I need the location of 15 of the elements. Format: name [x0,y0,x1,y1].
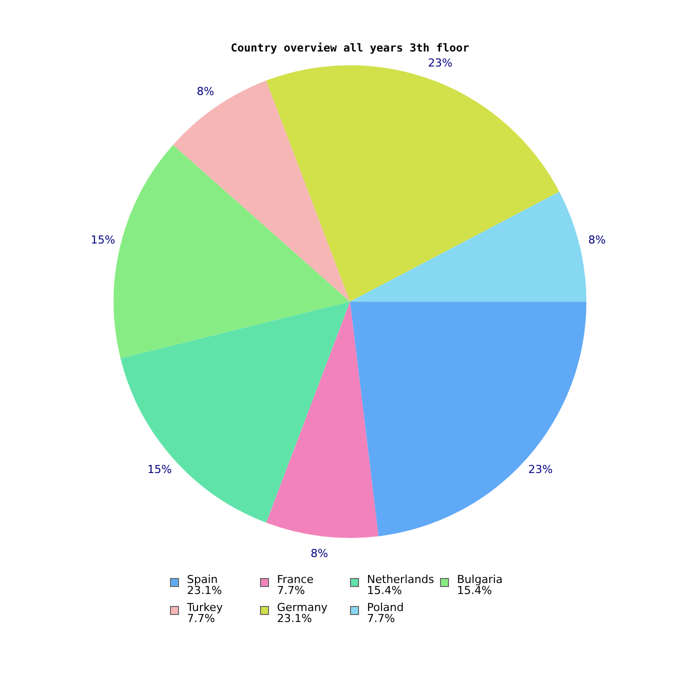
chart-title: Country overview all years 3th floor [230,41,470,54]
legend-label: Spain 23.1% [187,573,222,597]
legend-label: France 7.7% [277,573,314,597]
legend-label: Germany 23.1% [277,601,328,625]
data-label: 23% [428,56,452,70]
legend-label: Turkey 7.7% [187,601,223,625]
legend-label: Netherlands 15.4% [367,573,434,597]
legend-label: Bulgaria 15.4% [457,573,503,597]
legend-label: Poland 7.7% [367,601,404,625]
data-label: 23% [528,463,553,476]
data-label: 8% [588,234,606,247]
data-label: 8% [310,547,328,560]
data-label: 15% [147,463,172,476]
data-label: 15% [90,234,116,247]
data-label: 8% [196,85,214,98]
